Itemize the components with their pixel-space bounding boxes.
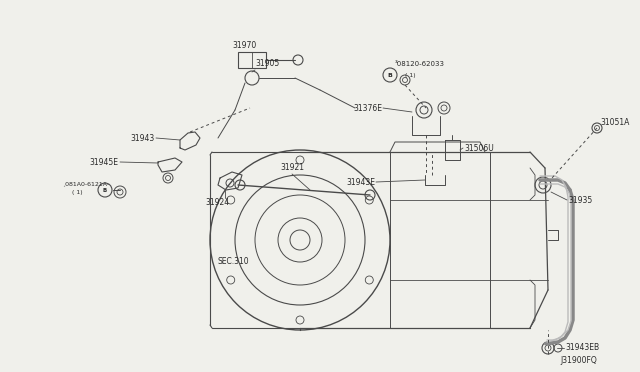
- Text: ³08120-62033: ³08120-62033: [395, 61, 445, 67]
- Text: B: B: [103, 187, 107, 192]
- Text: 31376E: 31376E: [353, 103, 382, 112]
- Text: ¸081A0-6121A-: ¸081A0-6121A-: [62, 181, 109, 186]
- Text: ( 1): ( 1): [405, 73, 415, 78]
- Text: 31945E: 31945E: [89, 157, 118, 167]
- Text: 31051A: 31051A: [600, 118, 629, 126]
- Text: 31905: 31905: [255, 59, 279, 68]
- Text: 31970: 31970: [233, 41, 257, 50]
- Text: SEC.310: SEC.310: [218, 257, 250, 266]
- Text: 31935: 31935: [568, 196, 592, 205]
- Text: 31506U: 31506U: [464, 144, 493, 153]
- Text: J31900FQ: J31900FQ: [560, 356, 596, 365]
- Text: 31943EB: 31943EB: [565, 343, 599, 353]
- Text: 31921: 31921: [280, 163, 304, 172]
- Text: 31943: 31943: [131, 134, 155, 142]
- Text: B: B: [388, 73, 392, 77]
- Text: ( 1): ( 1): [72, 190, 83, 195]
- Text: 31943E: 31943E: [346, 177, 375, 186]
- Text: 31924: 31924: [205, 198, 229, 207]
